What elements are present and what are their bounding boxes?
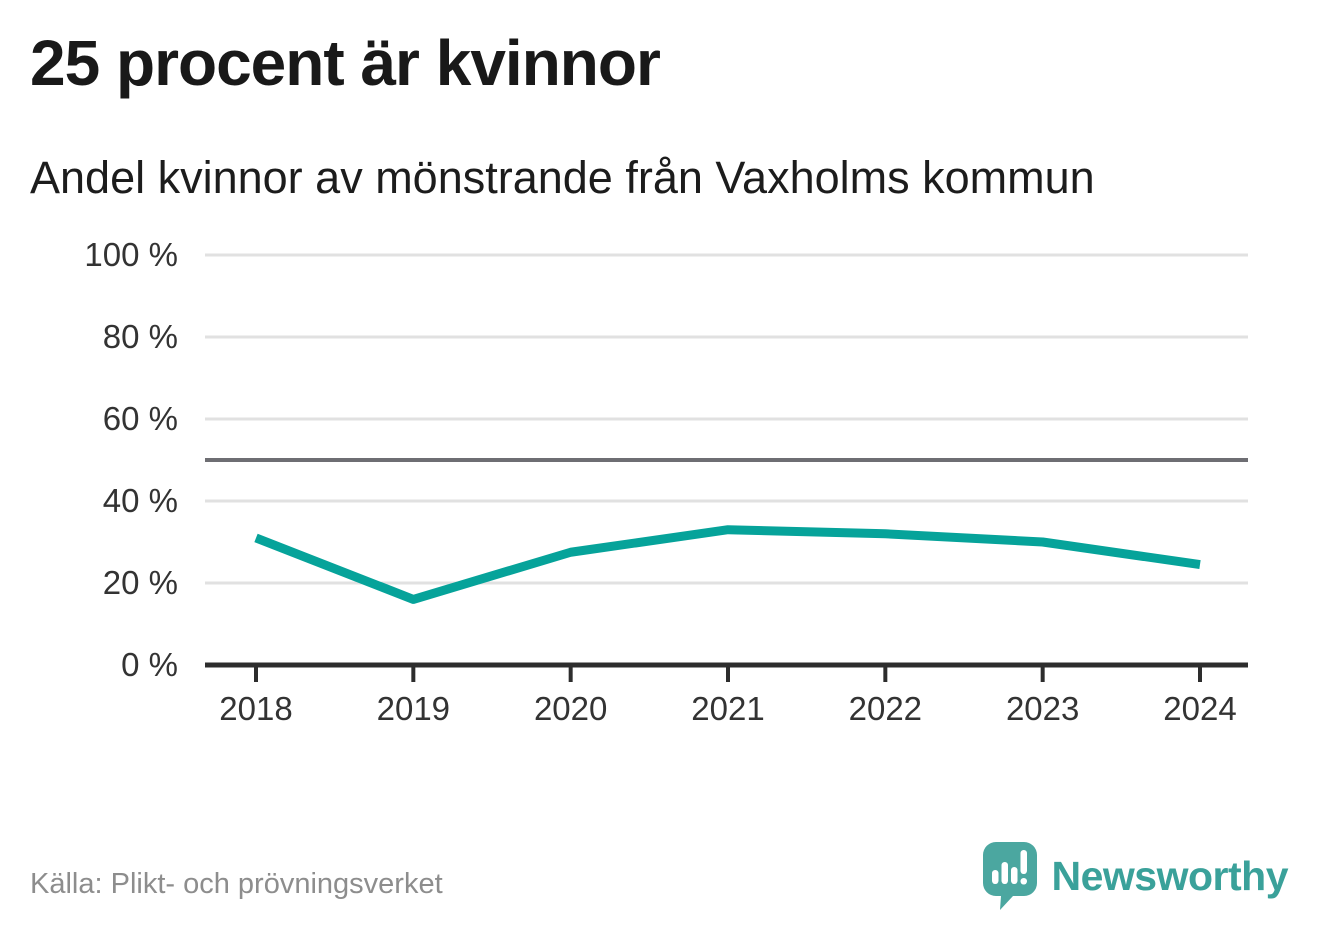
- x-tick-label: 2022: [849, 690, 922, 727]
- data-line: [254, 525, 1201, 604]
- newsworthy-logo-text: Newsworthy: [1051, 852, 1289, 899]
- y-tick-label: 100 %: [84, 236, 178, 273]
- chart-title: 25 procent är kvinnor: [30, 27, 661, 99]
- y-tick-label: 40 %: [103, 482, 178, 519]
- y-tick-label: 0 %: [121, 646, 178, 683]
- y-tick-label: 60 %: [103, 400, 178, 437]
- newsworthy-logo-icon: [982, 842, 1037, 910]
- chart-area: 2018 2019 2020 2021 2022 2023 2024 0 % 20 % 40 % 6…: [0, 230, 1322, 750]
- newsworthy-logo: Newsworthy: [982, 842, 1289, 910]
- y-tick-label: 80 %: [103, 318, 178, 355]
- source-note: Källa: Plikt- och prövningsverket: [30, 868, 443, 900]
- x-tick-label: 2020: [534, 690, 607, 727]
- x-tick-label: 2024: [1163, 690, 1236, 727]
- chart-subtitle: Andel kvinnor av mönstrande från Vaxholm…: [30, 152, 1095, 203]
- y-tick-label: 20 %: [103, 564, 178, 601]
- x-tick-label: 2019: [377, 690, 450, 727]
- x-tick-label: 2018: [219, 690, 292, 727]
- x-tick-label: 2021: [691, 690, 764, 727]
- line-chart: 2018 2019 2020 2021 2022 2023 2024 0 % 20 % 40 % 6…: [84, 236, 1248, 727]
- x-tick-label: 2023: [1006, 690, 1079, 727]
